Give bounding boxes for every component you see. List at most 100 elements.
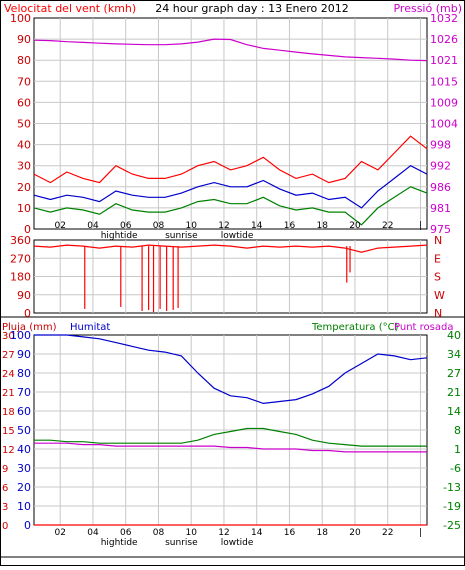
pressure-tick-label: 1015 bbox=[430, 75, 458, 88]
pressure-axis-title: Pressió (mb) bbox=[393, 2, 462, 15]
rain-tick-label: 21 bbox=[2, 388, 15, 399]
x-tick-label: | bbox=[419, 221, 422, 231]
temp-tick-label: -19 bbox=[443, 500, 461, 513]
x-sub-label: lowtide bbox=[221, 538, 254, 548]
humidity-tick-label: 10 bbox=[17, 500, 31, 513]
pressure-tick-label: 981 bbox=[430, 202, 451, 215]
temp-tick-label: 27 bbox=[447, 367, 461, 380]
x-tick-label: 16 bbox=[284, 528, 296, 538]
temp-tick-label: -6 bbox=[450, 462, 461, 475]
wind-tick-label: 10 bbox=[17, 202, 31, 215]
pressure-tick-label: 998 bbox=[430, 139, 451, 152]
chart-title: 24 hour graph day : 13 Enero 2012 bbox=[155, 2, 349, 15]
x-sub-label: sunrise bbox=[165, 231, 198, 241]
rain-tick-label: 30 bbox=[2, 331, 15, 342]
wind-tick-label: 30 bbox=[17, 160, 31, 173]
x-sub-label: lowtide bbox=[221, 231, 254, 241]
wind-tick-label: 20 bbox=[17, 181, 31, 194]
humidity-tick-label: 30 bbox=[17, 462, 31, 475]
temp-tick-label: -25 bbox=[443, 519, 461, 532]
x-tick-label: 22 bbox=[382, 528, 393, 538]
x-tick-label: 10 bbox=[185, 528, 197, 538]
direction-tick-label: 90 bbox=[17, 289, 31, 302]
humidity-tick-label: 90 bbox=[17, 348, 31, 361]
x-tick-label: 14 bbox=[251, 528, 263, 538]
wind-tick-label: 90 bbox=[17, 33, 31, 46]
x-tick-label: 06 bbox=[120, 528, 132, 538]
temp-tick-label: 34 bbox=[447, 348, 461, 361]
x-tick-label: 12 bbox=[218, 221, 229, 231]
temp-tick-label: 8 bbox=[454, 424, 461, 437]
series-pressure bbox=[33, 38, 428, 62]
wind-tick-label: 0 bbox=[24, 223, 31, 236]
direction-tick-label: 180 bbox=[10, 271, 31, 284]
rain-tick-label: 15 bbox=[2, 426, 15, 437]
direction-tick-label: 0 bbox=[24, 307, 31, 320]
pressure-tick-label: 1026 bbox=[430, 33, 458, 46]
pressure-tick-label: 1032 bbox=[430, 12, 458, 25]
wind-tick-label: 40 bbox=[17, 139, 31, 152]
series-humidity bbox=[34, 334, 428, 405]
humidity-tick-label: 70 bbox=[17, 386, 31, 399]
rain-tick-label: 24 bbox=[2, 369, 15, 380]
x-sub-label: hightide bbox=[101, 231, 138, 241]
x-tick-label: 12 bbox=[218, 528, 229, 538]
temp-tick-label: 1 bbox=[454, 443, 461, 456]
compass-tick-label: S bbox=[434, 271, 441, 284]
temp-tick-label: 40 bbox=[447, 329, 461, 342]
x-sub-label: hightide bbox=[101, 538, 138, 548]
x-tick-label: 02 bbox=[54, 221, 65, 231]
dew-axis-title: Punt rosada bbox=[394, 322, 453, 333]
pressure-tick-label: 992 bbox=[430, 160, 451, 173]
x-tick-label: 04 bbox=[87, 221, 99, 231]
rain-tick-label: 18 bbox=[2, 407, 15, 418]
humidity-tick-label: 0 bbox=[24, 519, 31, 532]
wind-tick-label: 70 bbox=[17, 75, 31, 88]
direction-tick-label: 270 bbox=[10, 252, 31, 265]
humidity-axis-title: Humitat bbox=[70, 322, 110, 333]
temp-tick-label: -13 bbox=[443, 481, 461, 494]
pressure-tick-label: 1021 bbox=[430, 54, 458, 67]
pressure-tick-label: 1009 bbox=[430, 96, 458, 109]
rain-tick-label: 6 bbox=[2, 483, 8, 494]
pressure-tick-label: 1004 bbox=[430, 118, 458, 131]
humidity-tick-label: 80 bbox=[17, 367, 31, 380]
humidity-tick-label: 100 bbox=[10, 329, 31, 342]
x-tick-label: 20 bbox=[349, 221, 361, 231]
wind-axis-title: Velocitat del vent (kmh) bbox=[4, 2, 136, 15]
temp-tick-label: 21 bbox=[447, 386, 461, 399]
series-wind_gust bbox=[33, 135, 428, 184]
wind-tick-label: 100 bbox=[10, 12, 31, 25]
wind-tick-label: 60 bbox=[17, 96, 31, 109]
humidity-tick-label: 20 bbox=[17, 481, 31, 494]
rain-tick-label: 3 bbox=[2, 502, 8, 513]
chart-layer: 0102030405060708090100975981986992998100… bbox=[2, 12, 461, 548]
rain-tick-label: 27 bbox=[2, 350, 15, 361]
x-tick-label: 18 bbox=[316, 528, 328, 538]
pressure-tick-label: 986 bbox=[430, 181, 451, 194]
rain-tick-label: 9 bbox=[2, 464, 8, 475]
direction-tick-label: 360 bbox=[10, 234, 31, 247]
rain-axis-title: Pluja (mm) bbox=[2, 322, 57, 333]
pressure-tick-label: 975 bbox=[430, 223, 451, 236]
series-wind-direction bbox=[33, 244, 428, 253]
x-tick-label: 02 bbox=[54, 528, 65, 538]
x-tick-label: 22 bbox=[382, 221, 393, 231]
series-wind_avg bbox=[33, 164, 428, 209]
x-tick-label: 08 bbox=[153, 528, 165, 538]
wind-tick-label: 80 bbox=[17, 54, 31, 67]
x-tick-label: 18 bbox=[316, 221, 328, 231]
humidity-tick-label: 50 bbox=[17, 424, 31, 437]
temp-axis-title: Temperatura (°C) bbox=[311, 322, 399, 333]
compass-tick-label: E bbox=[434, 252, 441, 265]
humidity-tick-label: 60 bbox=[17, 405, 31, 418]
compass-tick-label: W bbox=[434, 289, 445, 302]
rain-tick-label: 0 bbox=[2, 521, 8, 532]
x-tick-label: 16 bbox=[284, 221, 296, 231]
compass-tick-label: N bbox=[434, 307, 442, 320]
x-tick-label: 08 bbox=[153, 221, 165, 231]
series-wind_min bbox=[33, 186, 428, 226]
rain-tick-label: 12 bbox=[2, 445, 15, 456]
